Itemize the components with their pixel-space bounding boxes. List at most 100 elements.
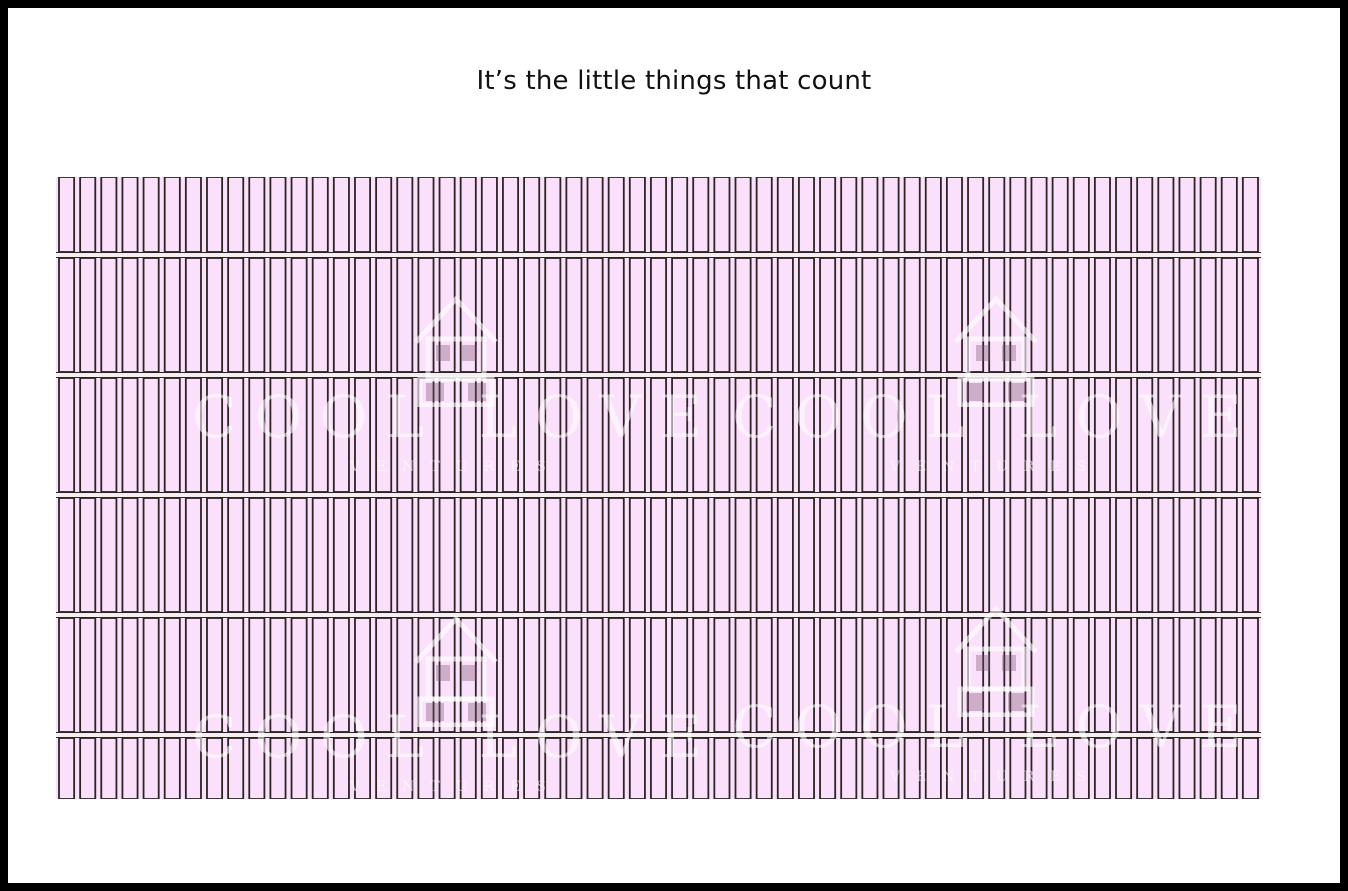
tile	[1157, 737, 1175, 799]
tile	[248, 737, 266, 799]
tile	[58, 377, 76, 493]
tile	[206, 257, 224, 373]
tile	[1241, 377, 1259, 493]
tile	[903, 617, 921, 733]
tile	[523, 737, 541, 799]
tile	[79, 177, 97, 253]
tile	[586, 377, 604, 493]
tile	[354, 497, 371, 613]
tile	[248, 377, 266, 493]
tile	[671, 177, 689, 253]
tile	[311, 497, 329, 613]
tile	[417, 257, 435, 373]
tile	[375, 617, 393, 733]
tile	[988, 497, 1006, 613]
slide-canvas: It’s the little things that count COOL L…	[8, 8, 1340, 883]
grout-edge	[56, 377, 1261, 378]
tile	[502, 617, 519, 733]
tile	[671, 377, 689, 493]
tile	[311, 737, 329, 799]
grout-edge	[56, 497, 1261, 498]
tile	[734, 377, 752, 493]
tile	[607, 177, 625, 253]
tile	[924, 177, 942, 253]
tile	[79, 257, 97, 373]
tile	[502, 377, 519, 493]
tile	[459, 617, 477, 733]
tile	[628, 737, 646, 799]
tile	[1157, 497, 1175, 613]
tile	[248, 177, 266, 253]
tile	[227, 617, 245, 733]
tile	[755, 497, 773, 613]
tile	[523, 257, 541, 373]
tile	[1115, 177, 1133, 253]
tile	[882, 737, 900, 799]
tile	[184, 497, 202, 613]
tile	[692, 377, 710, 493]
tile	[311, 377, 329, 493]
tile	[502, 177, 519, 253]
tile	[565, 617, 583, 733]
tile	[544, 257, 562, 373]
tile	[142, 377, 160, 493]
tile	[967, 617, 985, 733]
tile	[332, 617, 350, 733]
tile	[1241, 497, 1259, 613]
tile	[142, 617, 160, 733]
tile	[819, 177, 837, 253]
grout-line	[56, 253, 1261, 257]
tile	[163, 737, 181, 799]
tile	[1051, 257, 1069, 373]
tile	[903, 737, 921, 799]
tile	[523, 497, 541, 613]
grout-edge	[56, 732, 1261, 733]
tile	[924, 737, 942, 799]
tile	[945, 377, 963, 493]
tile	[502, 737, 519, 799]
tile	[544, 177, 562, 253]
tile	[163, 177, 181, 253]
tile	[945, 177, 963, 253]
tile	[290, 257, 308, 373]
tile	[586, 737, 604, 799]
tile	[882, 177, 900, 253]
tile	[1115, 377, 1133, 493]
tile	[396, 497, 414, 613]
tile	[1093, 257, 1111, 373]
tile	[290, 177, 308, 253]
tile	[1030, 257, 1048, 373]
tile	[206, 177, 224, 253]
tile	[607, 737, 625, 799]
tile	[628, 177, 646, 253]
tile	[1051, 737, 1069, 799]
tile	[861, 377, 879, 493]
tile	[121, 617, 139, 733]
tile	[1178, 497, 1196, 613]
tile	[861, 177, 879, 253]
tile	[1136, 177, 1154, 253]
tile	[840, 177, 858, 253]
tile	[332, 497, 350, 613]
tile	[1115, 497, 1133, 613]
tile	[798, 377, 815, 493]
tile	[58, 617, 76, 733]
tile	[184, 737, 202, 799]
tile	[438, 497, 456, 613]
tile	[882, 377, 900, 493]
tile	[311, 257, 329, 373]
tile	[269, 737, 287, 799]
tile	[1009, 177, 1027, 253]
tile	[1199, 177, 1217, 253]
tile	[332, 737, 350, 799]
tile	[945, 257, 963, 373]
tile	[269, 497, 287, 613]
tile	[945, 737, 963, 799]
tile	[332, 257, 350, 373]
tile	[227, 257, 245, 373]
tile	[142, 257, 160, 373]
tile	[734, 177, 752, 253]
tile	[375, 177, 393, 253]
tile	[1009, 377, 1027, 493]
tile	[713, 737, 731, 799]
